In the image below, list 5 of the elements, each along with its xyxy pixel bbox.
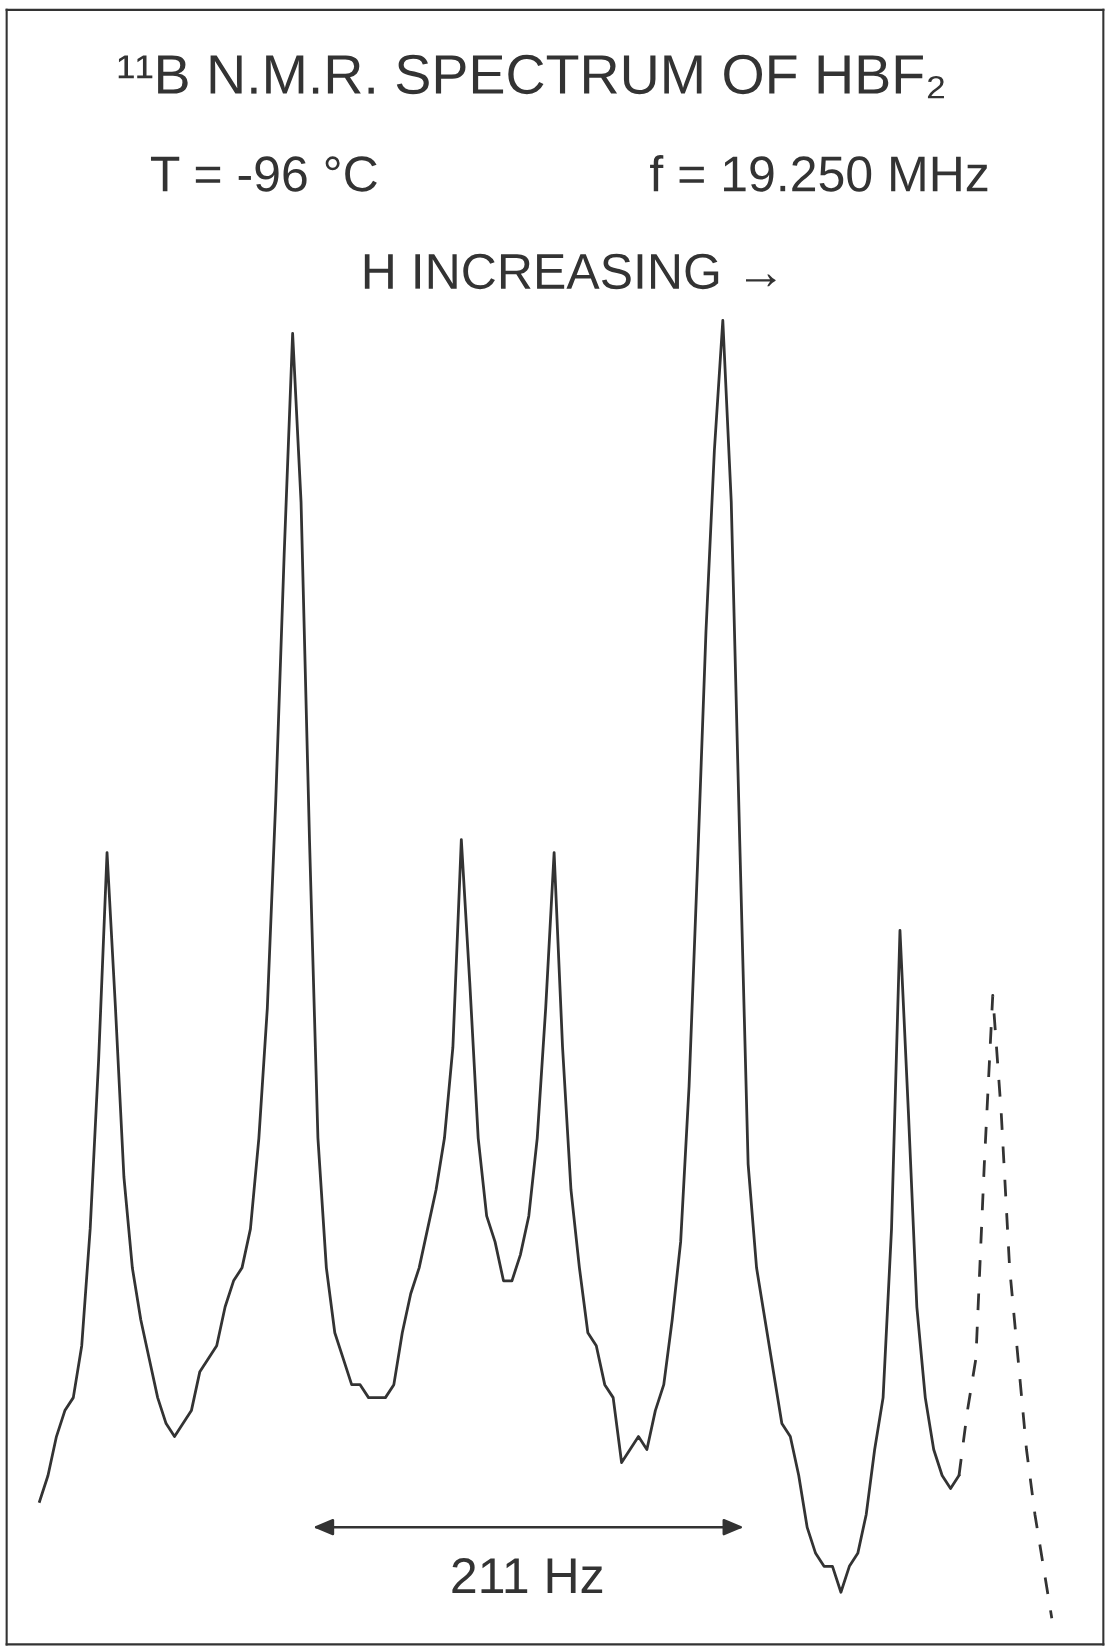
chart-subtitle: T = -96 °C xyxy=(150,156,377,192)
annotation: 211 Hz xyxy=(452,1558,603,1593)
chart-title: ¹¹B N.M.R. SPECTRUM OF HBF₂ xyxy=(118,54,944,99)
text: H INCREASING → xyxy=(364,253,776,290)
text: f = 19.250 MHz xyxy=(650,155,988,192)
